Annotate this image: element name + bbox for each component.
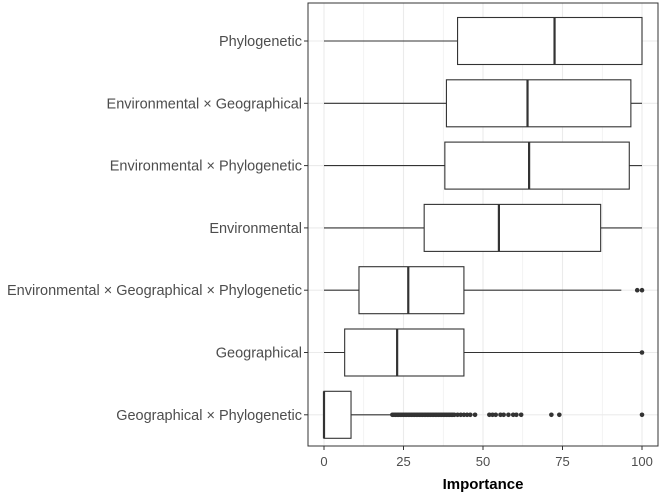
- outlier-point: [487, 412, 492, 418]
- box-2: [324, 141, 642, 190]
- outlier-point: [461, 412, 467, 418]
- outlier-point: [510, 412, 516, 418]
- category-label: Phylogenetic: [219, 34, 302, 50]
- outlier-point: [458, 412, 464, 418]
- x-axis: 0 25 50 75 100: [304, 40, 653, 469]
- x-tick-label: 50: [476, 454, 490, 469]
- outlier-point: [464, 412, 470, 418]
- x-tick-label: 25: [396, 454, 410, 469]
- box-1: [324, 79, 642, 128]
- outlier-point: [634, 287, 640, 293]
- category-label: Geographical × Phylogenetic: [116, 408, 302, 424]
- box-3: [324, 203, 642, 252]
- iqr-box: [423, 203, 602, 252]
- box-4: [324, 266, 645, 315]
- outlier-point: [639, 350, 645, 355]
- outlier-point: [452, 412, 457, 418]
- iqr-box: [457, 16, 643, 66]
- outlier-point: [639, 287, 645, 293]
- outlier-point: [490, 412, 495, 418]
- outlier-point: [557, 412, 562, 418]
- outlier-point: [467, 412, 473, 418]
- iqr-box: [323, 390, 352, 439]
- outlier-point: [506, 412, 511, 418]
- category-label: Geographical: [216, 346, 302, 362]
- category-label: Environmental: [209, 221, 302, 237]
- box-6: [322, 390, 645, 439]
- outlier-point: [501, 412, 506, 418]
- iqr-box: [444, 141, 630, 190]
- outlier-point: [472, 412, 478, 418]
- iqr-box: [344, 328, 465, 377]
- outlier-point: [455, 412, 460, 418]
- iqr-box: [445, 79, 632, 128]
- category-label: Environmental × Geographical × Phylogene…: [7, 283, 302, 299]
- outlier-point: [498, 412, 503, 418]
- box-5: [324, 328, 645, 377]
- outlier-point: [518, 412, 524, 418]
- x-axis-title: Importance: [443, 476, 524, 493]
- category-label: Environmental × Phylogenetic: [110, 159, 302, 175]
- outlier-point: [493, 412, 499, 418]
- outlier-point: [549, 412, 554, 418]
- x-tick-label: 0: [320, 454, 327, 469]
- boxes: [322, 16, 645, 439]
- category-label: Environmental × Geographical: [107, 96, 302, 112]
- box-0: [324, 16, 643, 66]
- outlier-point: [514, 412, 519, 418]
- outlier-point: [639, 412, 645, 418]
- iqr-box: [358, 266, 465, 315]
- x-tick-label: 100: [631, 454, 653, 469]
- category-labels: Phylogenetic Environmental × Geographical…: [7, 34, 302, 424]
- x-tick-label: 75: [555, 454, 569, 469]
